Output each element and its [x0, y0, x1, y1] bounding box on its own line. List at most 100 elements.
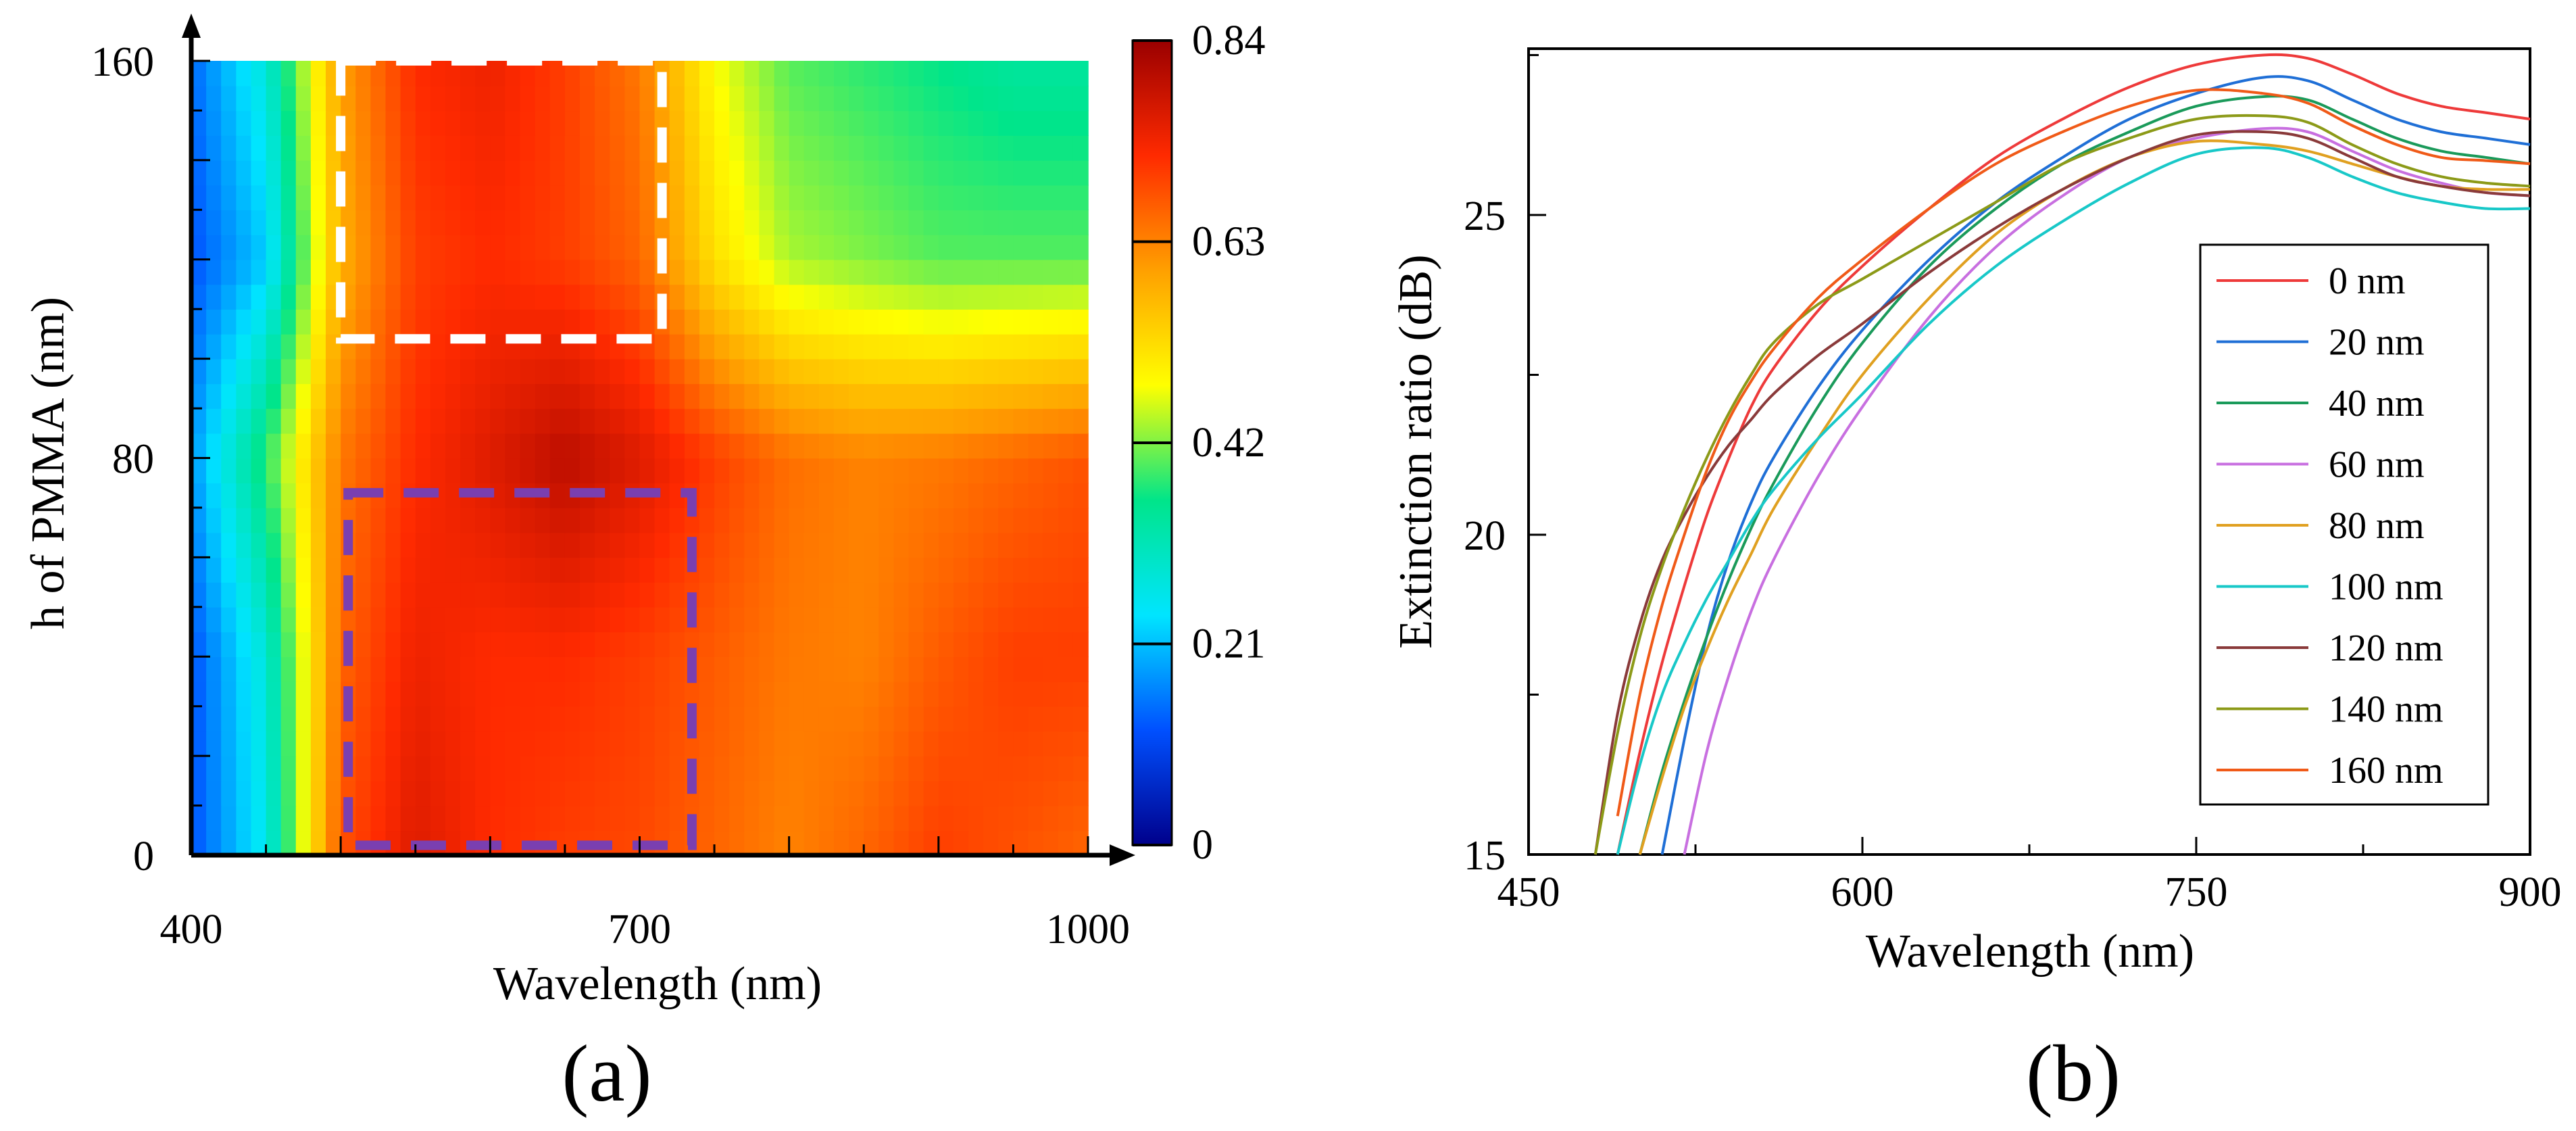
heatmap-cell — [639, 61, 655, 87]
heatmap-cell — [236, 805, 252, 832]
heatmap-cell — [714, 731, 730, 756]
heatmap-cell — [878, 557, 895, 583]
heatmap-cell — [849, 731, 864, 756]
heatmap-cell — [191, 532, 207, 558]
heatmap-cell — [908, 284, 924, 310]
heatmap-cell — [803, 185, 820, 211]
heatmap-cell — [400, 160, 416, 186]
heatmap-cell — [744, 284, 760, 310]
heatmap-cell — [893, 185, 910, 211]
heatmap-cell — [206, 408, 222, 434]
heatmap-cell — [1058, 358, 1074, 385]
heatmap-cell — [878, 284, 895, 310]
heatmap-cell — [490, 259, 506, 285]
heatmap-cell — [834, 532, 849, 558]
heatmap-cell — [849, 433, 864, 459]
heatmap-cell — [654, 458, 670, 483]
heatmap-cell — [236, 656, 252, 682]
heatmap-cell — [191, 557, 207, 583]
heatmap-cell — [295, 830, 312, 856]
heatmap-cell — [326, 582, 341, 608]
heatmap-cell — [251, 805, 267, 832]
heatmap-cell — [968, 309, 984, 335]
heatmap-cell — [669, 284, 685, 310]
heatmap-cell — [699, 433, 715, 459]
heatmap-cell — [789, 185, 805, 211]
heatmap-cell — [774, 507, 790, 533]
heatmap-cell — [923, 210, 939, 235]
heatmap-cell — [699, 110, 715, 136]
line-chart-x-tick-label: 450 — [1497, 869, 1560, 915]
heatmap-cell — [789, 780, 805, 807]
heatmap-cell — [983, 210, 999, 235]
heatmap-cell — [295, 408, 312, 434]
heatmap-cell — [549, 706, 566, 732]
heatmap-cell — [893, 309, 910, 335]
heatmap-cell — [849, 383, 864, 409]
heatmap-cell — [355, 210, 372, 235]
heatmap-cell — [849, 185, 864, 211]
heatmap-cell — [983, 408, 999, 434]
heatmap-cell — [430, 507, 446, 533]
heatmap-cell — [803, 110, 820, 136]
heatmap-cell — [251, 284, 267, 310]
heatmap-cell — [849, 507, 864, 533]
heatmap-cell — [251, 606, 267, 633]
heatmap-cell — [355, 259, 372, 285]
heatmap-cell — [893, 483, 910, 508]
heatmap-cell — [803, 284, 820, 310]
heatmap-x-tick-label: 400 — [160, 907, 223, 953]
heatmap-cell — [803, 358, 820, 385]
heatmap-cell — [610, 606, 626, 633]
heatmap-cell — [639, 210, 655, 235]
heatmap-cell — [251, 235, 267, 260]
heatmap-cell — [280, 805, 297, 832]
heatmap-x-axis-title: Wavelength (nm) — [493, 958, 822, 1010]
heatmap-cell — [1072, 780, 1089, 807]
heatmap-cell — [834, 458, 849, 483]
heatmap-cell — [893, 358, 910, 385]
heatmap-cell — [729, 433, 745, 459]
heatmap-cell — [983, 185, 999, 211]
heatmap-cell — [1072, 557, 1089, 583]
heatmap-cell — [580, 85, 595, 112]
heatmap-cell — [549, 408, 566, 434]
heatmap-cell — [983, 483, 999, 508]
heatmap-cell — [191, 656, 207, 682]
heatmap-cell — [878, 358, 895, 385]
heatmap-cell — [818, 284, 835, 310]
heatmap-cell — [445, 135, 461, 161]
heatmap-cell — [953, 830, 969, 856]
heatmap-cell — [1072, 483, 1089, 508]
heatmap-cell — [864, 606, 880, 633]
heatmap-cell — [908, 185, 924, 211]
heatmap-cell — [1072, 61, 1089, 87]
heatmap-cell — [864, 433, 880, 459]
heatmap-cell — [280, 309, 297, 335]
heatmap-cell — [1043, 433, 1059, 459]
heatmap-cell — [475, 433, 491, 459]
heatmap-cell — [580, 706, 595, 732]
heatmap-cell — [699, 333, 715, 360]
heatmap-cell — [908, 706, 924, 732]
heatmap-cell — [699, 656, 715, 682]
heatmap-cell — [849, 160, 864, 186]
heatmap-cell — [460, 557, 476, 583]
heatmap-cell — [490, 706, 506, 732]
heatmap-cell — [998, 235, 1014, 260]
heatmap-cell — [729, 333, 745, 360]
heatmap-cell — [400, 235, 416, 260]
heatmap-cell — [878, 830, 895, 856]
heatmap-cell — [266, 582, 282, 608]
heatmap-cell — [774, 805, 790, 832]
heatmap-cell — [610, 135, 626, 161]
heatmap-cell — [490, 210, 506, 235]
heatmap-cell — [699, 259, 715, 285]
heatmap-cell — [535, 507, 551, 533]
heatmap-cell — [295, 483, 312, 508]
heatmap-cell — [774, 333, 790, 360]
heatmap-cell — [983, 656, 999, 682]
heatmap-cell — [580, 383, 595, 409]
heatmap-cell — [295, 606, 312, 633]
heatmap-cell — [535, 606, 551, 633]
